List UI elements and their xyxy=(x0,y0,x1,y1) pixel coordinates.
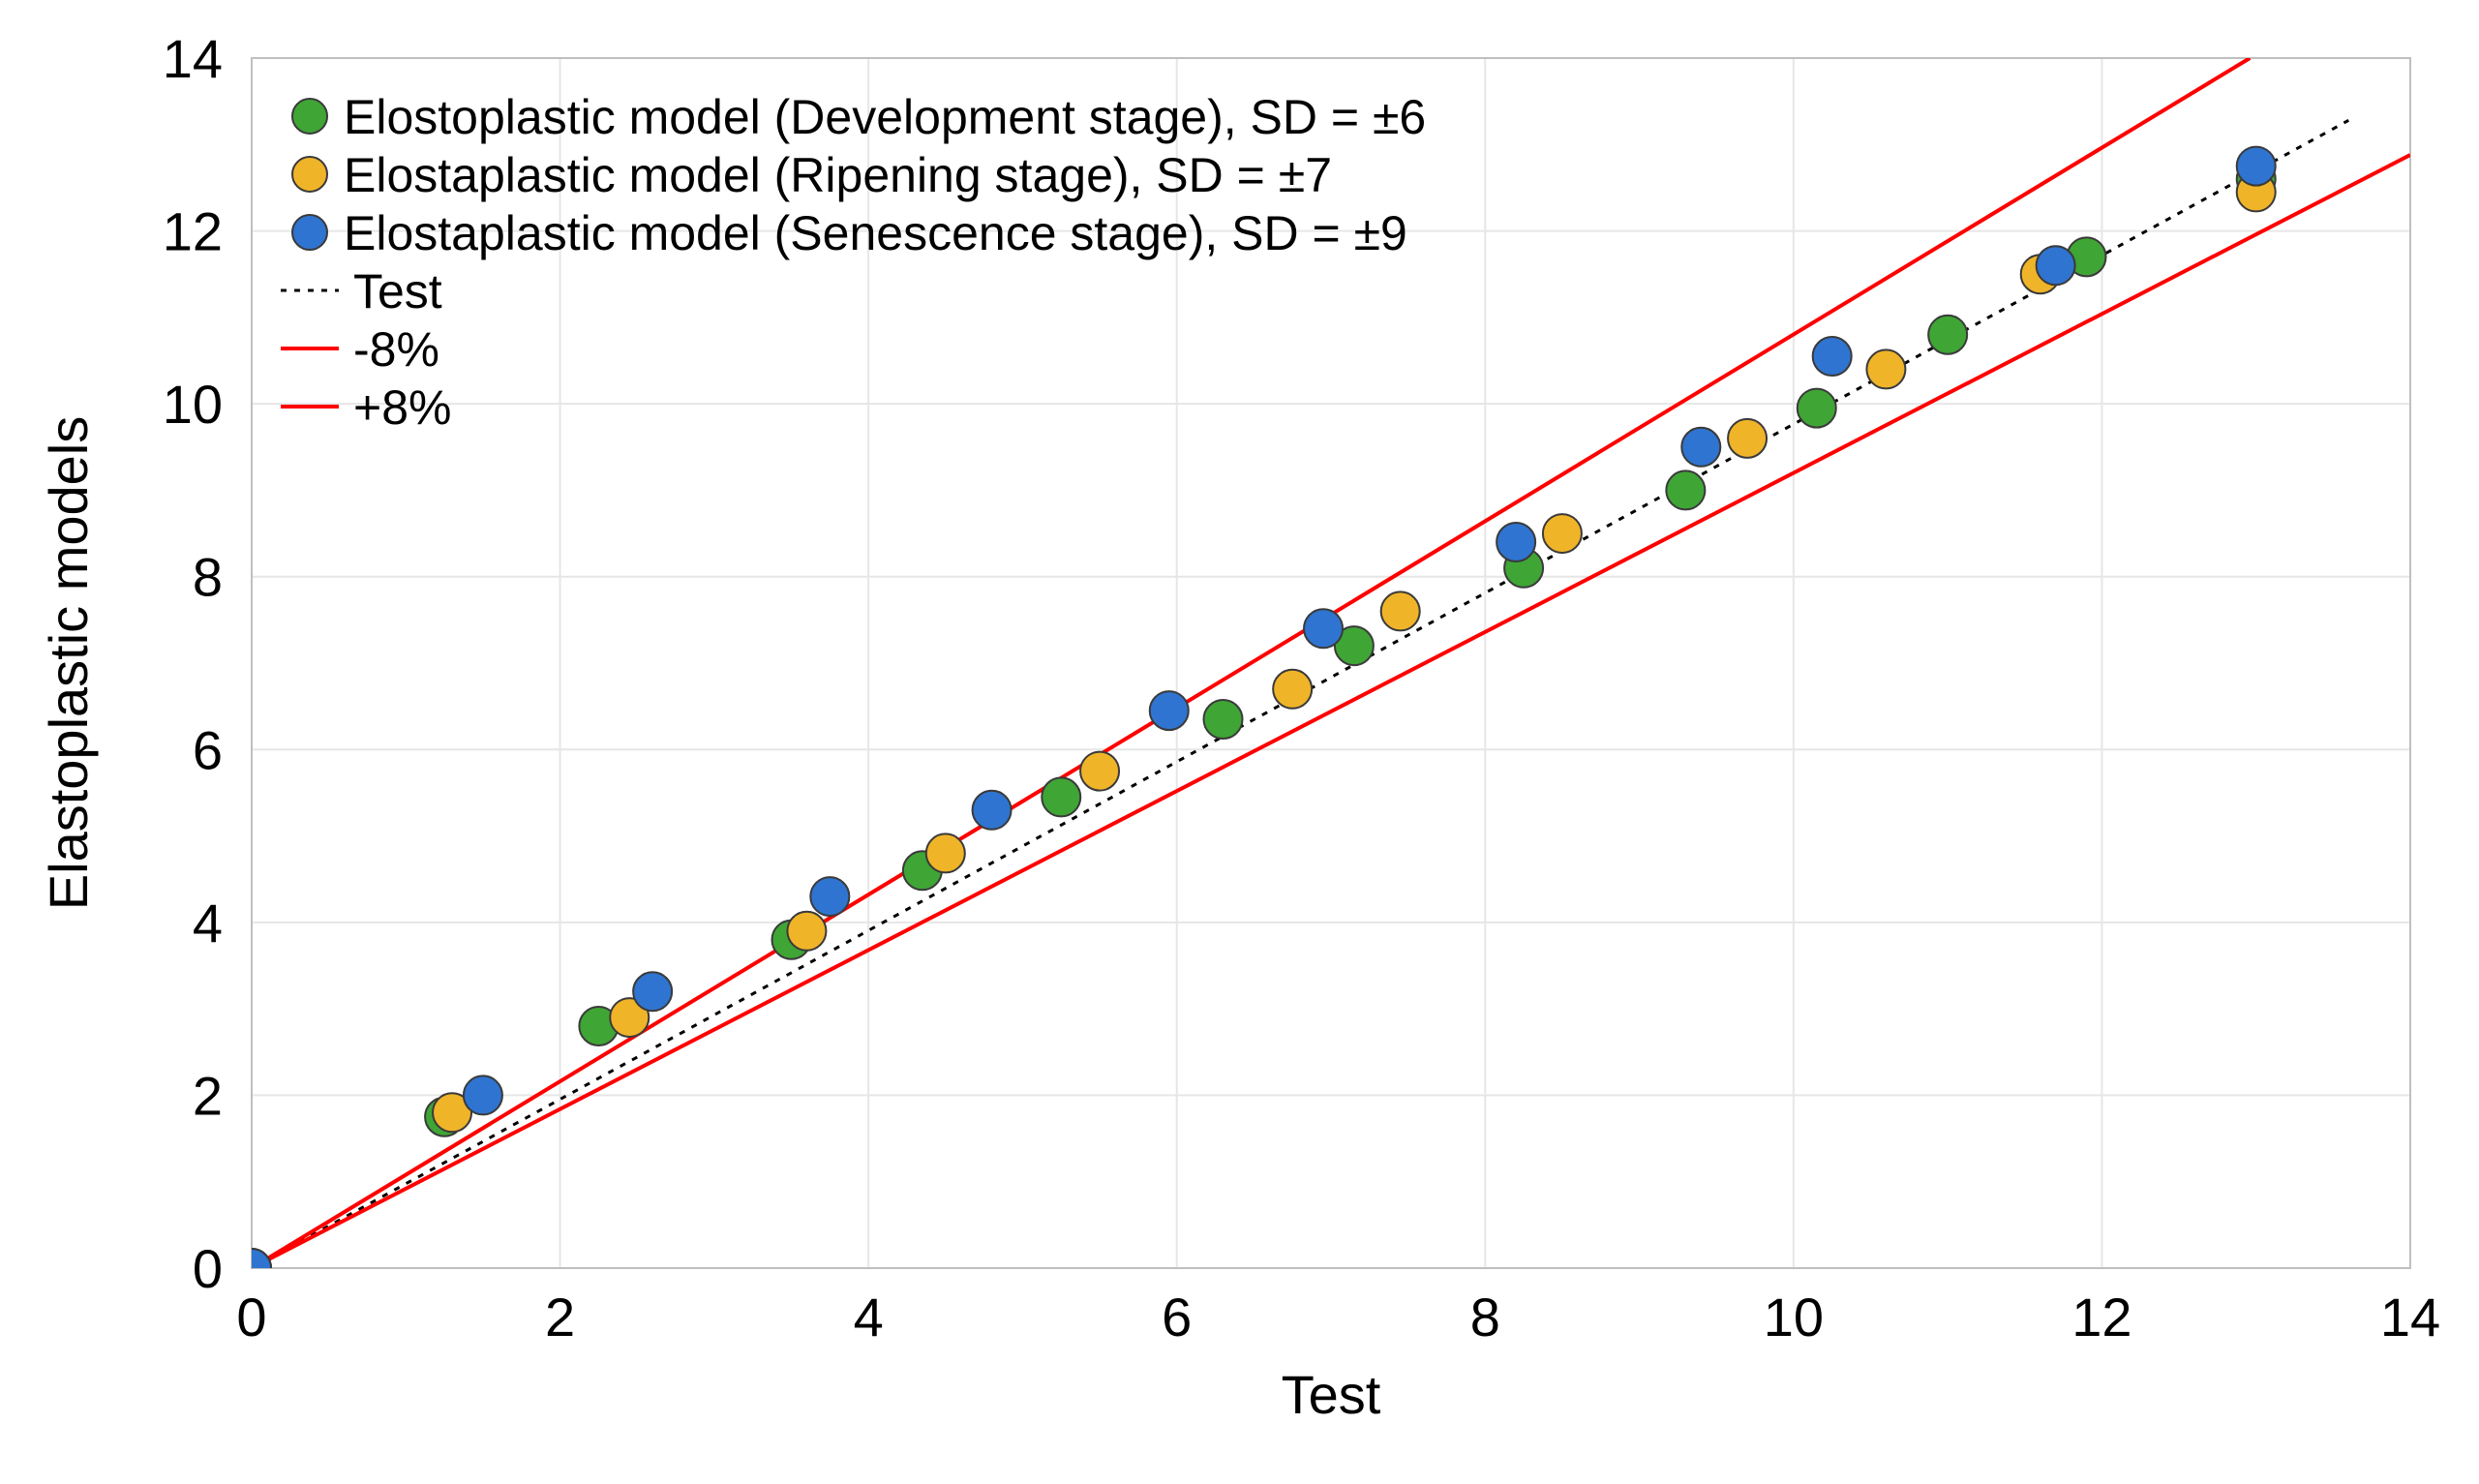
x-tick-label: 12 xyxy=(2071,1287,2131,1348)
legend-label-ripening: Elostaplastic model (Ripening stage), SD… xyxy=(344,148,1332,202)
point-development xyxy=(1666,470,1705,509)
x-tick-label: 4 xyxy=(854,1287,884,1348)
y-axis-label: Elastoplastic models xyxy=(38,416,99,910)
x-tick-label: 2 xyxy=(545,1287,575,1348)
x-tick-label: 14 xyxy=(2380,1287,2440,1348)
point-senescence xyxy=(2037,246,2075,285)
point-ripening xyxy=(1273,670,1312,709)
y-tick-label: 6 xyxy=(193,719,223,780)
point-senescence xyxy=(464,1075,502,1114)
point-ripening xyxy=(926,833,965,872)
point-development xyxy=(1928,316,1967,354)
legend-label-development: Elostoplastic model (Development stage),… xyxy=(344,90,1426,144)
legend-marker-senescence xyxy=(292,215,327,250)
point-development xyxy=(1798,389,1836,428)
legend-label-minus8: -8% xyxy=(353,322,439,377)
legend-marker-development xyxy=(292,99,327,134)
x-tick-label: 0 xyxy=(236,1287,266,1348)
y-tick-label: 14 xyxy=(163,28,223,89)
x-tick-label: 6 xyxy=(1162,1287,1192,1348)
point-senescence xyxy=(1681,428,1720,467)
y-tick-label: 12 xyxy=(163,201,223,262)
point-ripening xyxy=(1381,591,1420,630)
point-senescence xyxy=(633,972,672,1011)
point-ripening xyxy=(1866,349,1905,388)
point-senescence xyxy=(1150,691,1189,730)
point-ripening xyxy=(1543,514,1582,553)
x-axis-label: Test xyxy=(1282,1364,1381,1425)
chart-container: 0 2 4 6 8 10 12 14 0 2 4 6 8 10 12 14 Test Elastoplastic … xyxy=(0,0,2479,1484)
legend-label-plus8: +8% xyxy=(353,380,451,435)
scatter-chart: 0 2 4 6 8 10 12 14 0 2 4 6 8 10 12 14 Test Elastoplastic … xyxy=(0,0,2479,1484)
point-senescence xyxy=(1496,523,1535,561)
x-tick-label: 8 xyxy=(1470,1287,1500,1348)
y-tick-label: 8 xyxy=(193,547,223,608)
y-tick-label: 0 xyxy=(193,1238,223,1299)
point-senescence xyxy=(810,877,849,916)
x-tick-label: 10 xyxy=(1764,1287,1824,1348)
y-tick-label: 10 xyxy=(163,374,223,435)
y-tick-label: 4 xyxy=(193,893,223,954)
y-tick-label: 2 xyxy=(193,1065,223,1126)
point-ripening xyxy=(1080,752,1119,791)
legend-marker-ripening xyxy=(292,157,327,192)
point-ripening xyxy=(787,912,826,951)
legend-label-senescence: Elostaplastic model (Senescence stage), … xyxy=(344,206,1407,260)
point-development xyxy=(1204,700,1243,739)
point-development xyxy=(1042,777,1080,816)
point-senescence xyxy=(1304,609,1343,648)
point-senescence xyxy=(973,791,1012,830)
point-ripening xyxy=(1728,419,1767,458)
point-senescence xyxy=(1813,337,1852,376)
point-senescence xyxy=(2237,147,2276,186)
legend-label-test: Test xyxy=(353,264,442,318)
